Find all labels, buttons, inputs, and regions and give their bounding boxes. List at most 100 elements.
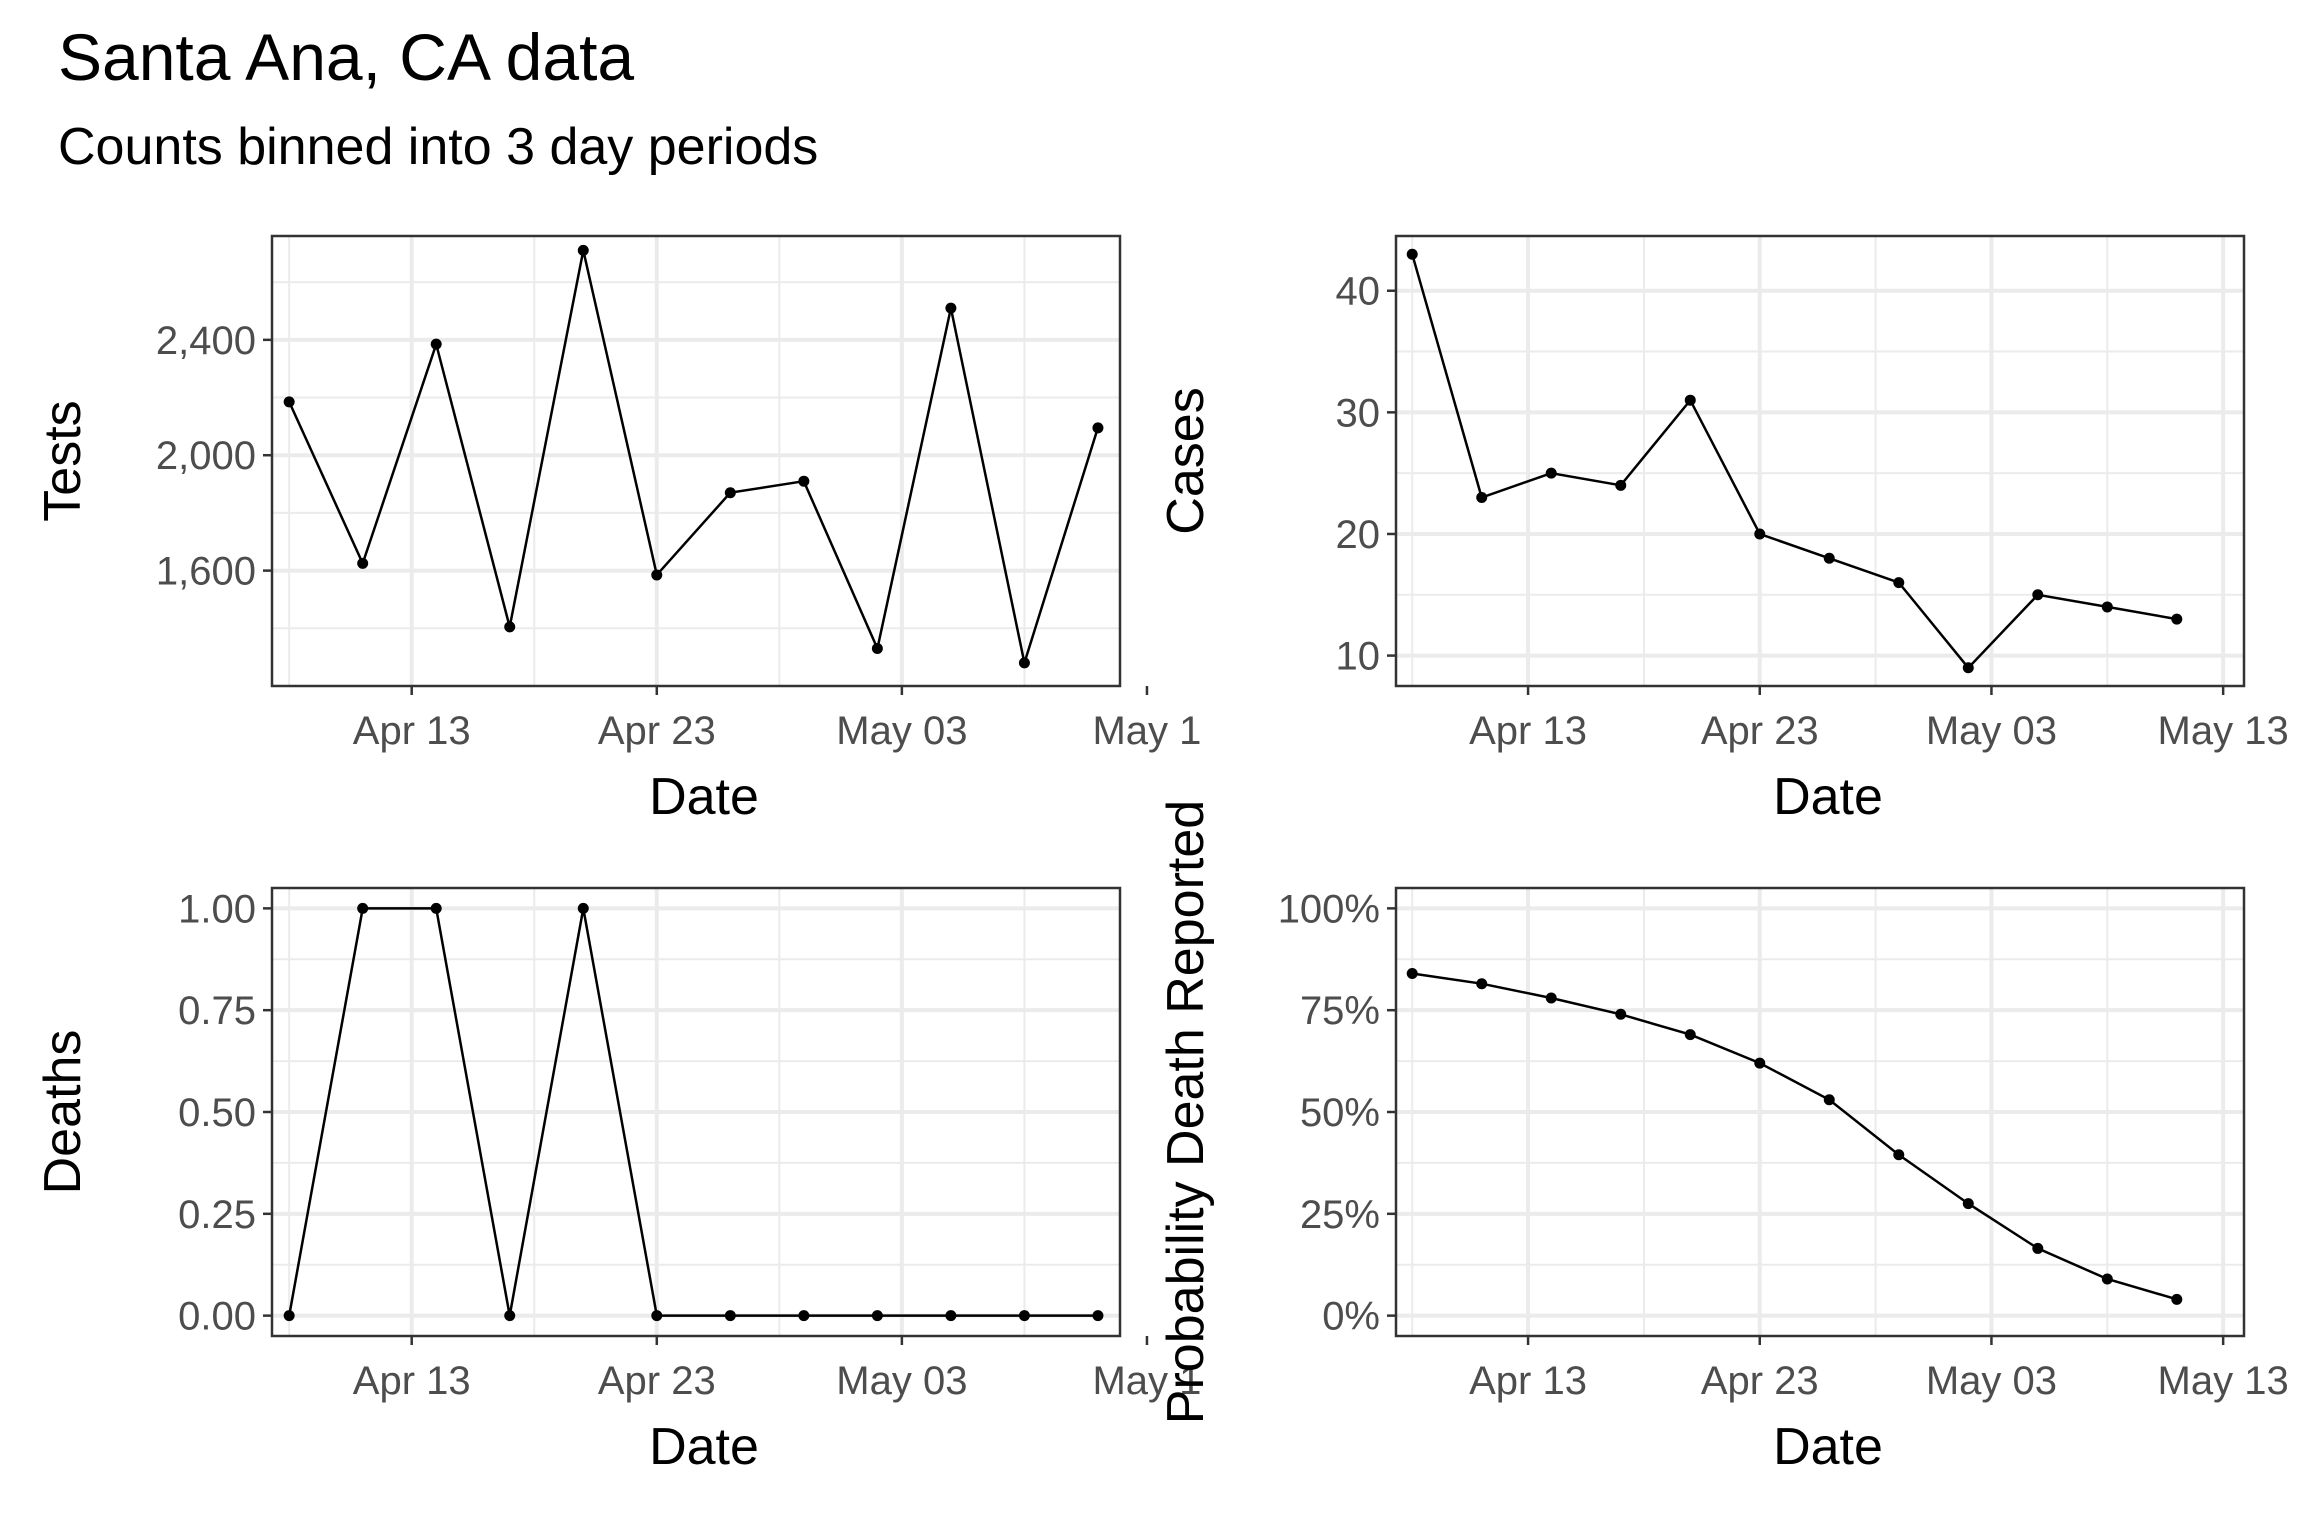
tests-data-point (798, 475, 810, 487)
tests-y-tick-label: 1,600 (156, 550, 256, 594)
cases-data-point (1962, 662, 1974, 674)
deaths-x-axis-label: Date (649, 1418, 759, 1476)
deaths-y-tick-label: 0.25 (178, 1193, 256, 1237)
cases-y-tick-label: 40 (1336, 270, 1381, 314)
probability-data-point (1406, 968, 1418, 980)
cases-data-point (1823, 552, 1835, 564)
cases-x-axis-label: Date (1773, 768, 1883, 826)
figure-title: Santa Ana, CA data (58, 20, 634, 94)
cases-data-point (1545, 467, 1557, 479)
probability-x-tick-label: May 13 (2158, 1359, 2289, 1403)
deaths-data-point (1092, 1310, 1104, 1322)
deaths-data-point (945, 1310, 957, 1322)
probability-data-point (1754, 1057, 1766, 1069)
tests-series-line (288, 250, 1100, 668)
tests-data-point (1018, 657, 1030, 669)
cases-x-tick-label: Apr 13 (1469, 709, 1587, 753)
deaths-y-axis-label: Deaths (34, 1030, 92, 1195)
probability-data-point (1823, 1094, 1835, 1106)
tests-y-tick-label: 2,400 (156, 319, 256, 363)
deaths-data-point (798, 1310, 810, 1322)
probability-y-tick-label: 25% (1300, 1193, 1380, 1237)
cases-x-tick-label: Apr 23 (1701, 709, 1819, 753)
deaths-data-point (724, 1310, 736, 1322)
deaths-x-tick-label: May 1 (1092, 1359, 1201, 1403)
cases-data-point (1754, 528, 1766, 540)
probability-y-axis-label: Probability Death Reported (1157, 800, 1215, 1424)
cases-x-tick-label: May 03 (1926, 709, 2057, 753)
cases-data-point (1476, 491, 1488, 503)
deaths-panel: 0.00 0.25 0.50 0.75 1.00 Apr 13 Apr 23 May 03 Ma… (34, 886, 1201, 1476)
deaths-data-point (1018, 1310, 1030, 1322)
probability-data-point (1684, 1029, 1696, 1041)
cases-x-tick-label: May 13 (2158, 709, 2289, 753)
probability-data-point (1962, 1198, 1974, 1210)
probability-x-tick-label: May 03 (1926, 1359, 2057, 1403)
probability-data-point (1476, 978, 1488, 990)
cases-series-line (1410, 253, 2178, 670)
tests-x-axis-label: Date (649, 768, 759, 826)
tests-data-point (577, 244, 589, 256)
cases-panel: 10 20 30 40 Apr 13 Apr 23 May 03 May 13 Date Case… (1157, 234, 2289, 826)
cases-y-tick-label: 20 (1336, 513, 1381, 557)
probability-data-point (1893, 1149, 1905, 1161)
probability-data-point (1615, 1008, 1627, 1020)
deaths-y-tick-label: 1.00 (178, 887, 256, 931)
tests-data-point (504, 621, 516, 633)
figure-subtitle: Counts binned into 3 day periods (58, 118, 818, 176)
deaths-data-point (430, 902, 442, 914)
cases-plot-area (1396, 236, 2244, 686)
deaths-x-tick-label: Apr 13 (353, 1359, 471, 1403)
tests-y-tick-label: 2,000 (156, 434, 256, 478)
cases-data-point (2032, 589, 2044, 601)
probability-series-line (1412, 972, 2178, 1301)
probability-y-tick-label: 100% (1278, 887, 1380, 931)
tests-panel-border (270, 234, 1122, 688)
tests-data-point (945, 302, 957, 314)
deaths-x-tick-label: May 03 (836, 1359, 967, 1403)
tests-data-point (1092, 422, 1104, 434)
probability-x-axis-label: Date (1773, 1418, 1883, 1476)
cases-data-point (1893, 577, 1905, 589)
deaths-x-tick-label: Apr 23 (598, 1359, 716, 1403)
deaths-data-point (577, 902, 589, 914)
deaths-data-point (871, 1310, 883, 1322)
probability-y-tick-label: 75% (1300, 989, 1380, 1033)
probability-y-tick-label: 0% (1322, 1295, 1380, 1339)
deaths-series-line (287, 907, 1098, 1317)
probability-x-tick-label: Apr 13 (1469, 1359, 1587, 1403)
deaths-data-point (651, 1310, 663, 1322)
tests-x-tick-label: Apr 13 (353, 709, 471, 753)
tests-plot-area (272, 236, 1120, 686)
cases-data-point (1684, 394, 1696, 406)
deaths-data-point (283, 1310, 295, 1322)
tests-x-tick-label: Apr 23 (598, 709, 716, 753)
tests-data-point (724, 487, 736, 499)
deaths-data-point (357, 902, 369, 914)
tests-x-tick-label: May 03 (836, 709, 967, 753)
probability-y-tick-label: 50% (1300, 1091, 1380, 1135)
deaths-data-point (504, 1310, 516, 1322)
tests-data-point (283, 396, 295, 408)
probability-panel: 0% 25% 50% 75% 100% Apr 13 Apr 23 May 03 May 13 D… (1157, 800, 2289, 1476)
deaths-y-tick-label: 0.75 (178, 989, 256, 1033)
probability-data-point (1545, 992, 1557, 1004)
cases-y-tick-label: 30 (1336, 391, 1381, 435)
probability-data-point (2171, 1293, 2183, 1305)
probability-x-tick-label: Apr 23 (1701, 1359, 1819, 1403)
tests-y-axis-label: Tests (34, 400, 92, 521)
cases-data-point (1406, 248, 1418, 260)
cases-data-point (2171, 613, 2183, 625)
cases-panel-border (1394, 234, 2246, 688)
cases-data-point (2101, 601, 2113, 613)
tests-data-point (357, 557, 369, 569)
deaths-y-tick-label: 0.50 (178, 1091, 256, 1135)
probability-data-point (2101, 1273, 2113, 1285)
cases-y-tick-label: 10 (1336, 635, 1381, 679)
tests-x-tick-label: May 1 (1092, 709, 1201, 753)
tests-data-point (430, 338, 442, 350)
deaths-y-tick-label: 0.00 (178, 1295, 256, 1339)
probability-data-point (2032, 1242, 2044, 1254)
tests-data-point (651, 569, 663, 581)
